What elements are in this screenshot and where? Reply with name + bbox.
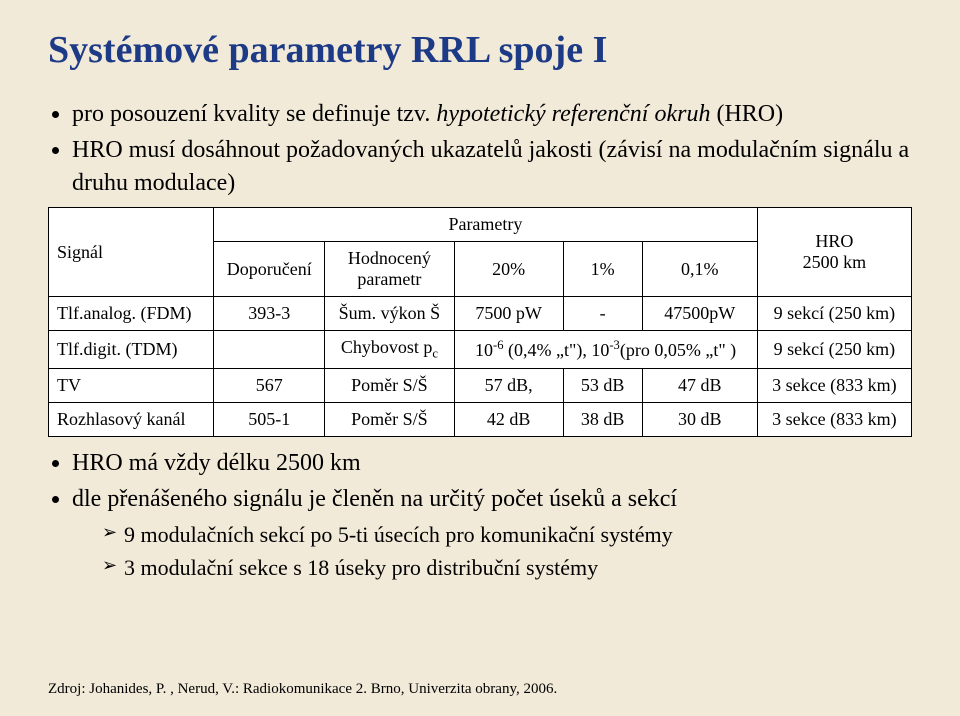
sub-bullet: 3 modulační sekce s 18 úseky pro distrib…	[102, 553, 912, 583]
sub-bullet: 9 modulačních sekcí po 5-ti úsecích pro …	[102, 520, 912, 550]
bottom-bullet-list: HRO má vždy délku 2500 km dle přenášeného…	[48, 447, 912, 583]
parameters-table: SignálParametryHRO2500 km DoporučeníHodno…	[48, 207, 912, 437]
table-row: TV567Poměr S/Š57 dB,53 dB47 dB3 sekce (8…	[49, 368, 912, 402]
table-header-c20: 20%	[454, 242, 563, 297]
table-row: Tlf.digit. (TDM) Chybovost pc10-6 (0,4% „…	[49, 331, 912, 369]
sub-bullet-list: 9 modulačních sekcí po 5-ti úsecích pro …	[72, 520, 912, 583]
cell-signal: Tlf.digit. (TDM)	[49, 331, 214, 369]
cell-doporuceni	[214, 331, 325, 369]
cell-signal: Tlf.analog. (FDM)	[49, 297, 214, 331]
table-header-hro: HRO2500 km	[757, 208, 911, 297]
cell-value-01: 30 dB	[642, 402, 757, 436]
cell-value-1: -	[563, 297, 642, 331]
cell-doporuceni: 393-3	[214, 297, 325, 331]
cell-value-20: 7500 pW	[454, 297, 563, 331]
cell-value-1: 38 dB	[563, 402, 642, 436]
cell-value-20: 57 dB,	[454, 368, 563, 402]
cell-hodnoceny: Šum. výkon Š	[325, 297, 454, 331]
cell-doporuceni: 505-1	[214, 402, 325, 436]
table-header-c01: 0,1%	[642, 242, 757, 297]
cell-hro: 3 sekce (833 km)	[757, 368, 911, 402]
page-title: Systémové parametry RRL spoje I	[48, 28, 912, 72]
cell-value-01: 47500pW	[642, 297, 757, 331]
table-header-signal: Signál	[49, 208, 214, 297]
cell-hro: 9 sekcí (250 km)	[757, 331, 911, 369]
table-header-c1: 1%	[563, 242, 642, 297]
top-bullet: HRO musí dosáhnout požadovaných ukazatel…	[72, 134, 912, 199]
cell-signal: Rozhlasový kanál	[49, 402, 214, 436]
top-bullet: pro posouzení kvality se definuje tzv. h…	[72, 98, 912, 130]
table-row: Rozhlasový kanál505-1Poměr S/Š42 dB38 dB…	[49, 402, 912, 436]
cell-doporuceni: 567	[214, 368, 325, 402]
bottom-bullet: dle přenášeného signálu je členěn na urč…	[72, 483, 912, 583]
table-row: Tlf.analog. (FDM)393-3Šum. výkon Š7500 p…	[49, 297, 912, 331]
slide: Systémové parametry RRL spoje I pro poso…	[0, 0, 960, 716]
cell-value-20: 42 dB	[454, 402, 563, 436]
table-header-doporuceni: Doporučení	[214, 242, 325, 297]
cell-value-01: 47 dB	[642, 368, 757, 402]
source-citation: Zdroj: Johanides, P. , Nerud, V.: Radiok…	[48, 681, 557, 698]
cell-signal: TV	[49, 368, 214, 402]
cell-hodnoceny: Chybovost pc	[325, 331, 454, 369]
bottom-bullet: HRO má vždy délku 2500 km	[72, 447, 912, 479]
table-header-hodnoceny: Hodnocenýparametr	[325, 242, 454, 297]
cell-hodnoceny: Poměr S/Š	[325, 368, 454, 402]
cell-hro: 9 sekcí (250 km)	[757, 297, 911, 331]
table-header-parametry: Parametry	[214, 208, 758, 242]
cell-hro: 3 sekce (833 km)	[757, 402, 911, 436]
parameters-table-wrap: SignálParametryHRO2500 km DoporučeníHodno…	[48, 207, 912, 437]
cell-hodnoceny: Poměr S/Š	[325, 402, 454, 436]
cell-value-wide: 10-6 (0,4% „t"), 10-3(pro 0,05% „t" )	[454, 331, 757, 369]
top-bullet-list: pro posouzení kvality se definuje tzv. h…	[48, 98, 912, 199]
cell-value-1: 53 dB	[563, 368, 642, 402]
